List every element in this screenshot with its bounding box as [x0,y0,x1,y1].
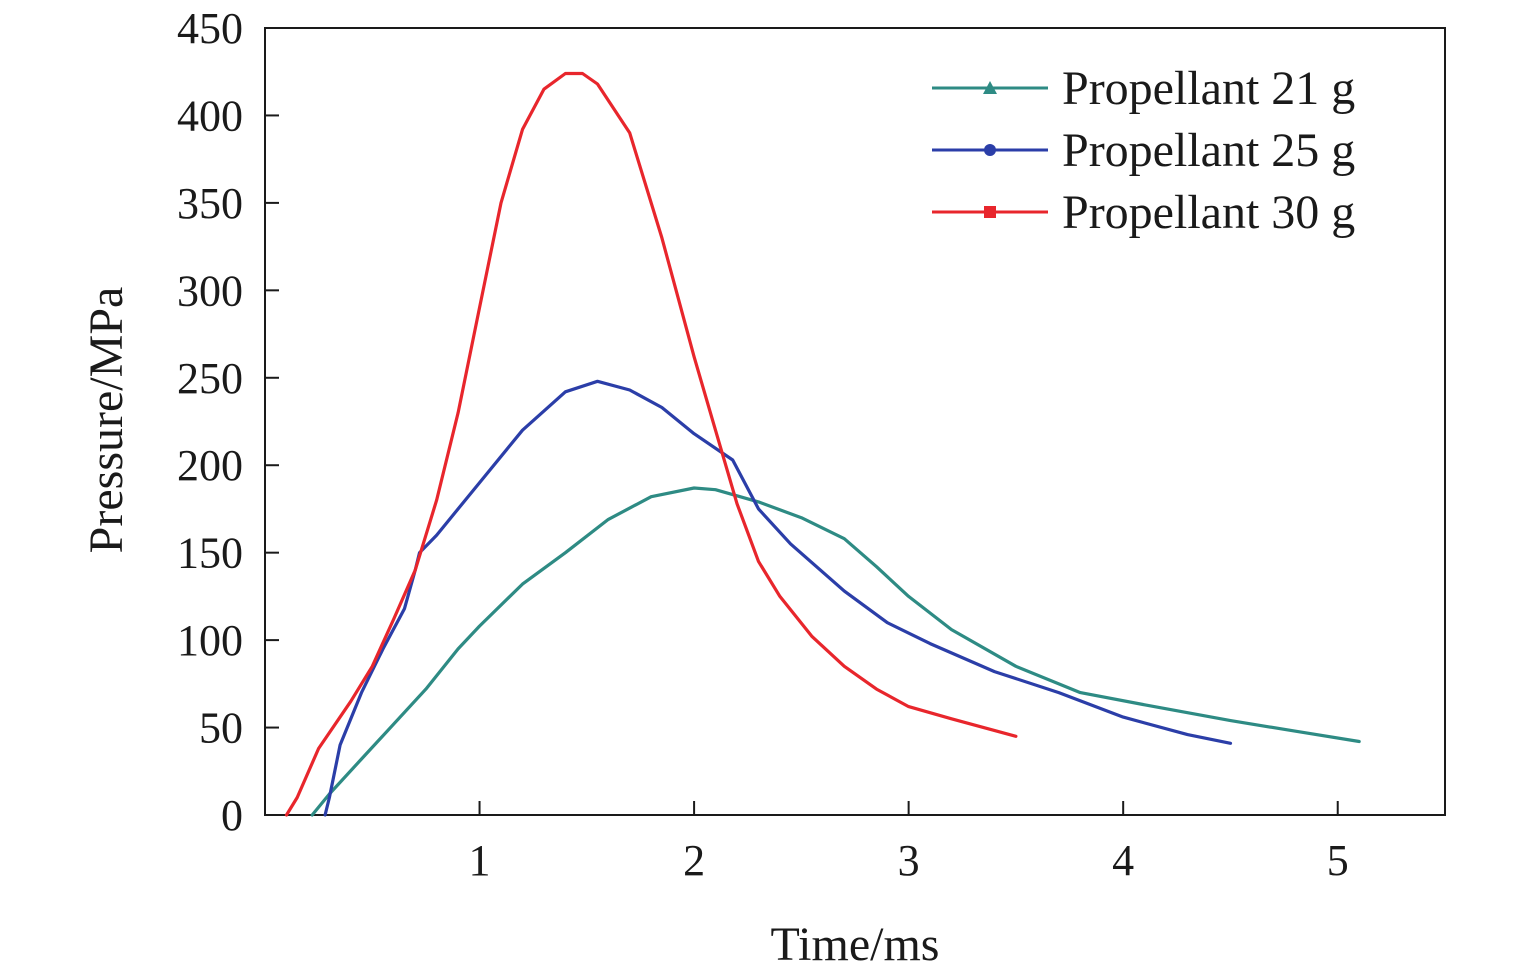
y-tick-label: 50 [199,704,243,753]
y-tick-label: 450 [177,4,243,53]
y-axis-title: Pressure/MPa [80,287,133,554]
x-tick-label: 1 [469,836,491,885]
y-tick-label: 200 [177,441,243,490]
x-axis-title: Time/ms [771,918,940,971]
x-tick-label: 5 [1327,836,1349,885]
series-line-2 [323,379,1233,817]
y-tick-label: 400 [177,91,243,140]
legend-square-marker [984,206,996,218]
plot-area-frame [264,27,1446,816]
x-tick-label: 4 [1112,836,1134,885]
y-tick-label: 250 [177,354,243,403]
x-tick-label: 3 [898,836,920,885]
legend-triangle-marker [983,81,997,94]
y-tick-label: 150 [177,529,243,578]
x-tick-label: 2 [683,836,705,885]
legend-label: Propellant 25 g [1062,124,1355,177]
y-tick-label: 350 [177,179,243,228]
y-tick-label: 100 [177,616,243,665]
series-line-3 [284,71,1018,817]
series-line-1 [310,486,1361,817]
legend-label: Propellant 30 g [1062,186,1355,239]
legend-label: Propellant 21 g [1062,62,1355,115]
y-tick-label: 0 [221,791,243,840]
y-tick-label: 300 [177,266,243,315]
legend-star-marker [984,144,996,156]
